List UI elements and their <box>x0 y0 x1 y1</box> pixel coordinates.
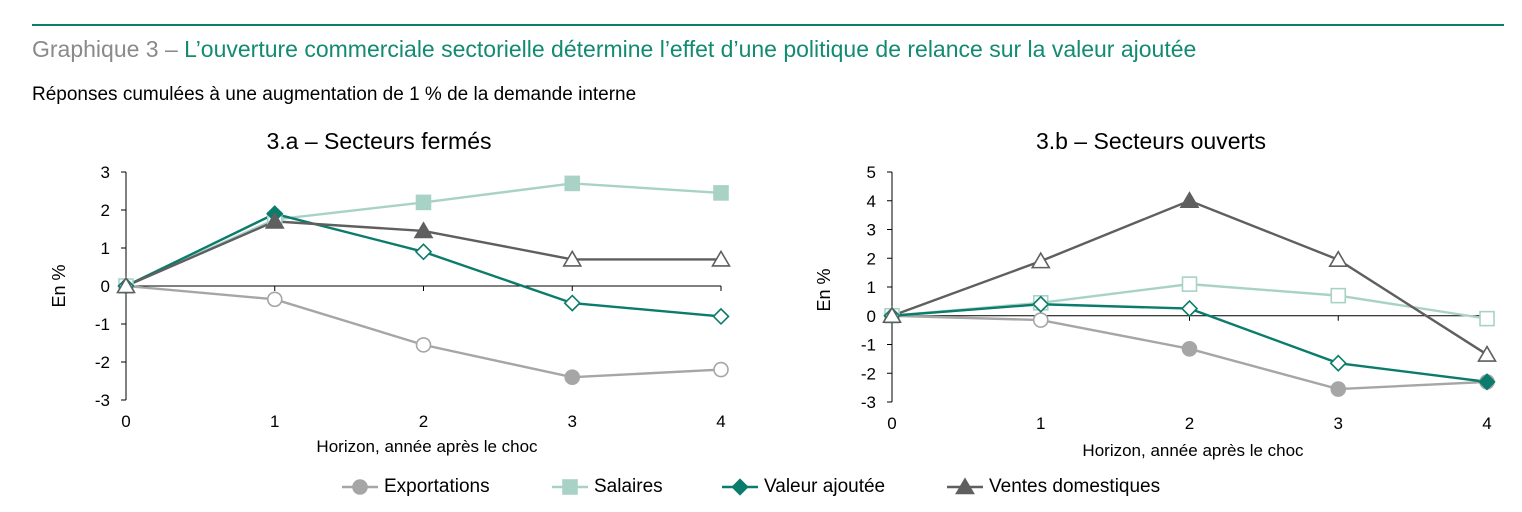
chart-b-point-valeur-ajoutee <box>1180 299 1199 318</box>
figure-title-prefix: Graphique 3 – <box>32 36 185 62</box>
chart-a-point-exportations <box>713 361 729 378</box>
chart-a-point-salaires <box>713 185 729 201</box>
header-rule <box>32 24 1504 26</box>
chart-a-point-ventes-domestiques <box>711 249 731 267</box>
chart-b-series <box>882 191 1497 397</box>
chart-a-point-ventes-domestiques <box>116 276 136 294</box>
chart-a-y-tick-label: 0 <box>101 277 110 296</box>
chart-a-y-tick-label: 2 <box>101 201 110 220</box>
chart-b: 3.b – Secteurs ouverts En % Horizon, ann… <box>814 128 1497 460</box>
legend-item-exportations: Exportations <box>340 473 490 501</box>
legend-symbol-ventes-domestiques <box>955 477 975 495</box>
chart-a-y-tick-label: -1 <box>95 315 110 334</box>
chart-a-x-tick-label: 4 <box>716 412 725 431</box>
chart-b-point-ventes-domestiques <box>1328 250 1349 267</box>
chart-b-y-tick-label: -2 <box>861 364 876 383</box>
chart-a-point-valeur-ajoutee <box>414 243 433 261</box>
chart-a-xlabel: Horizon, année après le choc <box>316 437 538 456</box>
figure-title-main: L’ouverture commerciale sectorielle déte… <box>184 36 1197 62</box>
chart-a-point-ventes-domestiques <box>413 221 434 239</box>
chart-b-point-valeur-ajoutee <box>1478 373 1496 391</box>
chart-b-y-tick-label: -1 <box>861 336 876 355</box>
chart-b-axes: 0 1 2 3 4 5 4 3 2 1 0 -1 -2 -3 <box>861 163 1492 433</box>
chart-a-title: 3.a – Secteurs fermés <box>267 128 492 154</box>
chart-a-line-exportations <box>125 284 722 379</box>
legend-item-salaires: Salaires <box>550 473 663 501</box>
chart-b-y-tick-label: 1 <box>867 278 876 297</box>
legend-item-ventes-domestiques: Ventes domestiques <box>945 473 1160 501</box>
chart-a-axes: 0 1 2 3 4 3 2 1 0 -1 -2 -3 <box>95 163 726 431</box>
legend-label-ventes-domestiques: Ventes domestiques <box>989 476 1161 497</box>
chart-b-y-tick-label: 5 <box>867 163 876 182</box>
legend-marker-ventes-domestiques <box>947 477 983 495</box>
chart-a: 3.a – Secteurs fermés En % Horizon, anné… <box>49 128 731 456</box>
legend-symbol-salaires <box>562 479 578 495</box>
chart-b-point-ventes-domestiques <box>1477 344 1497 362</box>
legend-symbol-valeur-ajoutee <box>731 478 749 496</box>
chart-b-x-tick-label: 0 <box>887 414 896 433</box>
chart-a-x-tick-label: 2 <box>419 412 428 431</box>
chart-b-y-tick-label: -3 <box>861 393 876 412</box>
chart-a-point-salaires <box>415 194 432 211</box>
chart-a-point-salaires <box>564 175 581 192</box>
legend-symbol-exportations <box>352 479 368 495</box>
figure-subtitle: Réponses cumulées à une augmentation de … <box>32 84 637 105</box>
chart-a-x-tick-label: 1 <box>270 412 279 431</box>
legend-item-valeur-ajoutee: Valeur ajoutée <box>720 473 885 501</box>
chart-b-y-tick-label: 2 <box>867 249 876 268</box>
legend-label-valeur-ajoutee: Valeur ajoutée <box>764 476 886 497</box>
chart-a-y-tick-label: -2 <box>95 353 110 372</box>
chart-a-point-ventes-domestiques <box>264 211 285 229</box>
chart-b-y-tick-label: 4 <box>867 192 876 211</box>
legend-marker-valeur-ajoutee <box>722 478 758 496</box>
chart-a-y-tick-label: -3 <box>95 391 110 410</box>
chart-a-point-ventes-domestiques <box>562 249 583 267</box>
legend-label-exportations: Exportations <box>384 476 490 497</box>
chart-a-point-exportations <box>415 337 432 353</box>
chart-b-point-salaires <box>1330 287 1347 304</box>
chart-a-series <box>116 175 731 386</box>
chart-b-point-salaires <box>1181 276 1198 292</box>
legend: Exportations Salaires Valeur ajoutée Ven… <box>340 473 1240 501</box>
chart-a-point-valeur-ajoutee <box>563 294 581 312</box>
chart-b-point-salaires <box>1479 310 1495 327</box>
chart-b-title: 3.b – Secteurs ouverts <box>1036 128 1266 154</box>
chart-b-point-ventes-domestiques <box>1179 191 1200 209</box>
chart-a-x-tick-label: 3 <box>568 412 577 431</box>
chart-b-x-tick-label: 1 <box>1036 414 1045 433</box>
chart-a-y-tick-label: 1 <box>101 239 110 258</box>
chart-b-point-valeur-ajoutee <box>1032 295 1050 313</box>
chart-b-point-valeur-ajoutee <box>1329 354 1347 372</box>
chart-b-ylabel: En % <box>814 268 834 311</box>
legend-marker-salaires <box>552 479 588 495</box>
chart-b-y-tick-label: 0 <box>867 307 876 326</box>
chart-b-x-tick-label: 2 <box>1185 414 1194 433</box>
chart-a-point-exportations <box>266 291 283 308</box>
chart-b-point-exportations <box>1032 312 1049 328</box>
chart-a-point-valeur-ajoutee <box>712 307 730 326</box>
chart-b-y-tick-label: 3 <box>867 221 876 240</box>
chart-b-point-ventes-domestiques <box>882 306 902 324</box>
chart-b-x-tick-label: 3 <box>1334 414 1343 433</box>
figure-title: Graphique 3 – L’ouverture commerciale se… <box>32 36 1196 63</box>
chart-a-y-tick-label: 3 <box>101 163 110 182</box>
legend-label-salaires: Salaires <box>594 476 663 497</box>
chart-b-point-exportations <box>1330 381 1347 397</box>
chart-b-x-tick-label: 4 <box>1482 414 1491 433</box>
chart-a-point-exportations <box>564 369 581 386</box>
legend-marker-exportations <box>342 479 378 495</box>
chart-b-point-exportations <box>1181 341 1198 357</box>
chart-a-ylabel: En % <box>49 264 69 307</box>
chart-a-x-tick-label: 0 <box>121 412 130 431</box>
chart-b-point-ventes-domestiques <box>1030 251 1051 269</box>
chart-b-xlabel: Horizon, année après le choc <box>1082 441 1304 460</box>
